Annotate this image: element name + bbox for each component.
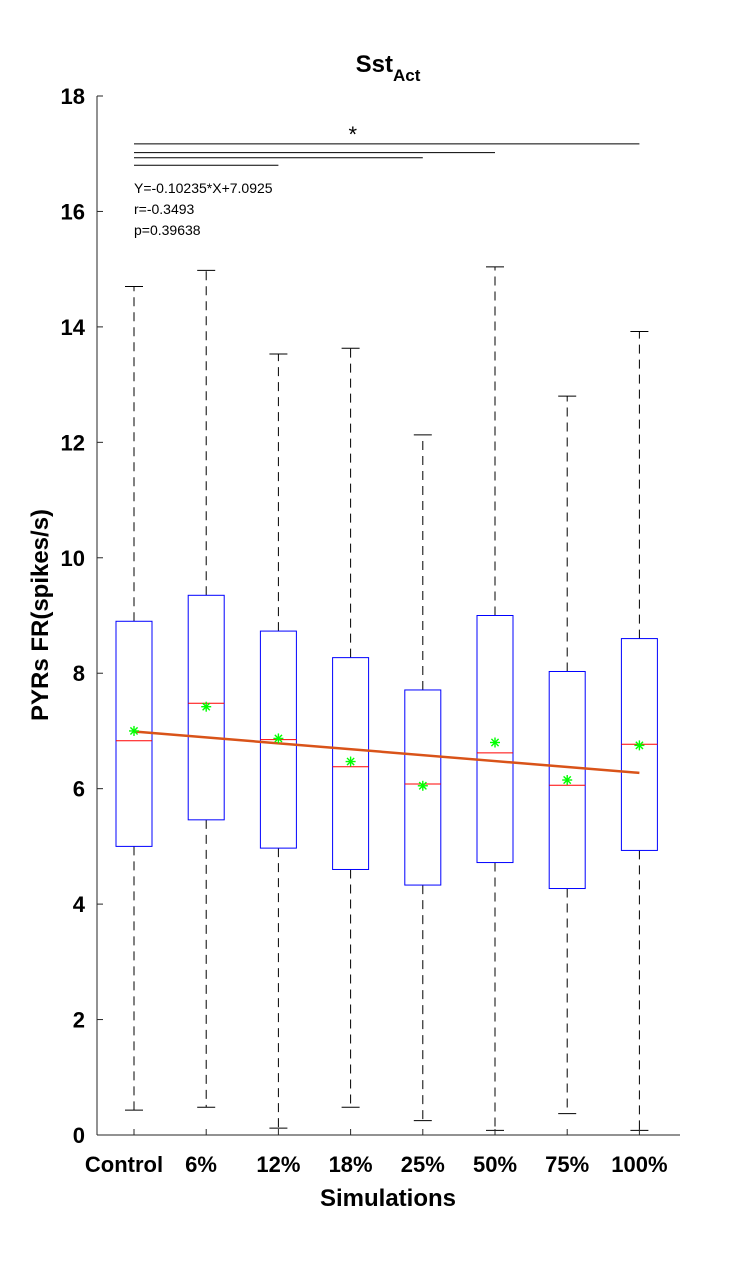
chart-title-main: Sst — [356, 51, 393, 78]
x-axis: Control 6% 12% 18% 25% 50% 75% 100% — [85, 1129, 680, 1177]
mean-marker-stroke — [129, 726, 139, 736]
box-group — [476, 266, 514, 1131]
y-tick-label: 2 — [73, 1008, 85, 1033]
x-tick-label: 25% — [401, 1152, 445, 1177]
regression-stat-line: Y=-0.10235*X+7.0925 — [134, 180, 273, 196]
regression-stat-line: r=-0.3493 — [134, 201, 195, 217]
mean-marker — [345, 756, 356, 767]
box-group — [404, 434, 442, 1122]
plot-area — [115, 266, 658, 1131]
box-group — [620, 331, 658, 1131]
y-tick-label: 18 — [61, 84, 85, 109]
mean-marker — [129, 725, 139, 736]
x-tick-label: 75% — [545, 1152, 589, 1177]
box-rect — [548, 670, 586, 890]
mean-marker-stroke — [418, 781, 427, 790]
box-group — [187, 269, 225, 1108]
y-axis-label: PYRs FR(spikes/s) — [27, 509, 54, 721]
x-axis-label: Simulations — [320, 1185, 456, 1212]
y-axis: 0 2 4 6 8 10 12 14 16 18 — [61, 84, 103, 1148]
mean-marker — [490, 737, 500, 748]
mean-marker — [201, 701, 212, 712]
box-group — [548, 395, 586, 1115]
significance-star: * — [349, 122, 358, 147]
x-tick-label: 12% — [256, 1152, 300, 1177]
chart-title-subscript: Act — [393, 66, 421, 85]
y-tick-label: 8 — [73, 661, 85, 686]
regression-line — [133, 730, 640, 775]
box-rect — [404, 689, 442, 886]
chart-title: SstAct — [356, 51, 421, 85]
mean-marker-stroke — [346, 757, 355, 766]
box-rect — [332, 657, 370, 870]
regression-stats: Y=-0.10235*X+7.0925 r=-0.3493 p=0.39638 — [134, 180, 273, 238]
mean-marker-stroke — [635, 741, 644, 750]
y-tick-label: 4 — [73, 892, 86, 917]
mean-marker — [562, 775, 573, 786]
mean-marker-stroke — [490, 738, 500, 747]
mean-marker-stroke — [202, 702, 211, 711]
x-tick-label: 100% — [611, 1152, 667, 1177]
box-rect — [187, 594, 225, 821]
mean-marker-stroke — [274, 734, 283, 743]
mean-marker — [417, 780, 428, 791]
significance-brackets: * — [134, 122, 640, 166]
box-group — [332, 347, 370, 1108]
y-tick-label: 10 — [61, 546, 85, 571]
y-tick-label: 12 — [61, 430, 85, 455]
y-tick-label: 16 — [61, 199, 85, 224]
y-tick-label: 6 — [73, 777, 85, 802]
box-group — [115, 285, 153, 1111]
regression-stat-line: p=0.39638 — [134, 222, 201, 238]
box-rect — [476, 615, 514, 864]
box-group — [259, 353, 297, 1129]
mean-marker — [273, 733, 284, 744]
x-tick-label: 6% — [185, 1152, 217, 1177]
mean-marker-stroke — [563, 775, 572, 785]
x-tick-label: 18% — [329, 1152, 373, 1177]
y-tick-label: 0 — [73, 1123, 85, 1148]
x-tick-label: 50% — [473, 1152, 517, 1177]
x-tick-label: Control — [85, 1152, 163, 1177]
y-tick-label: 14 — [61, 315, 86, 340]
mean-marker — [634, 740, 645, 751]
